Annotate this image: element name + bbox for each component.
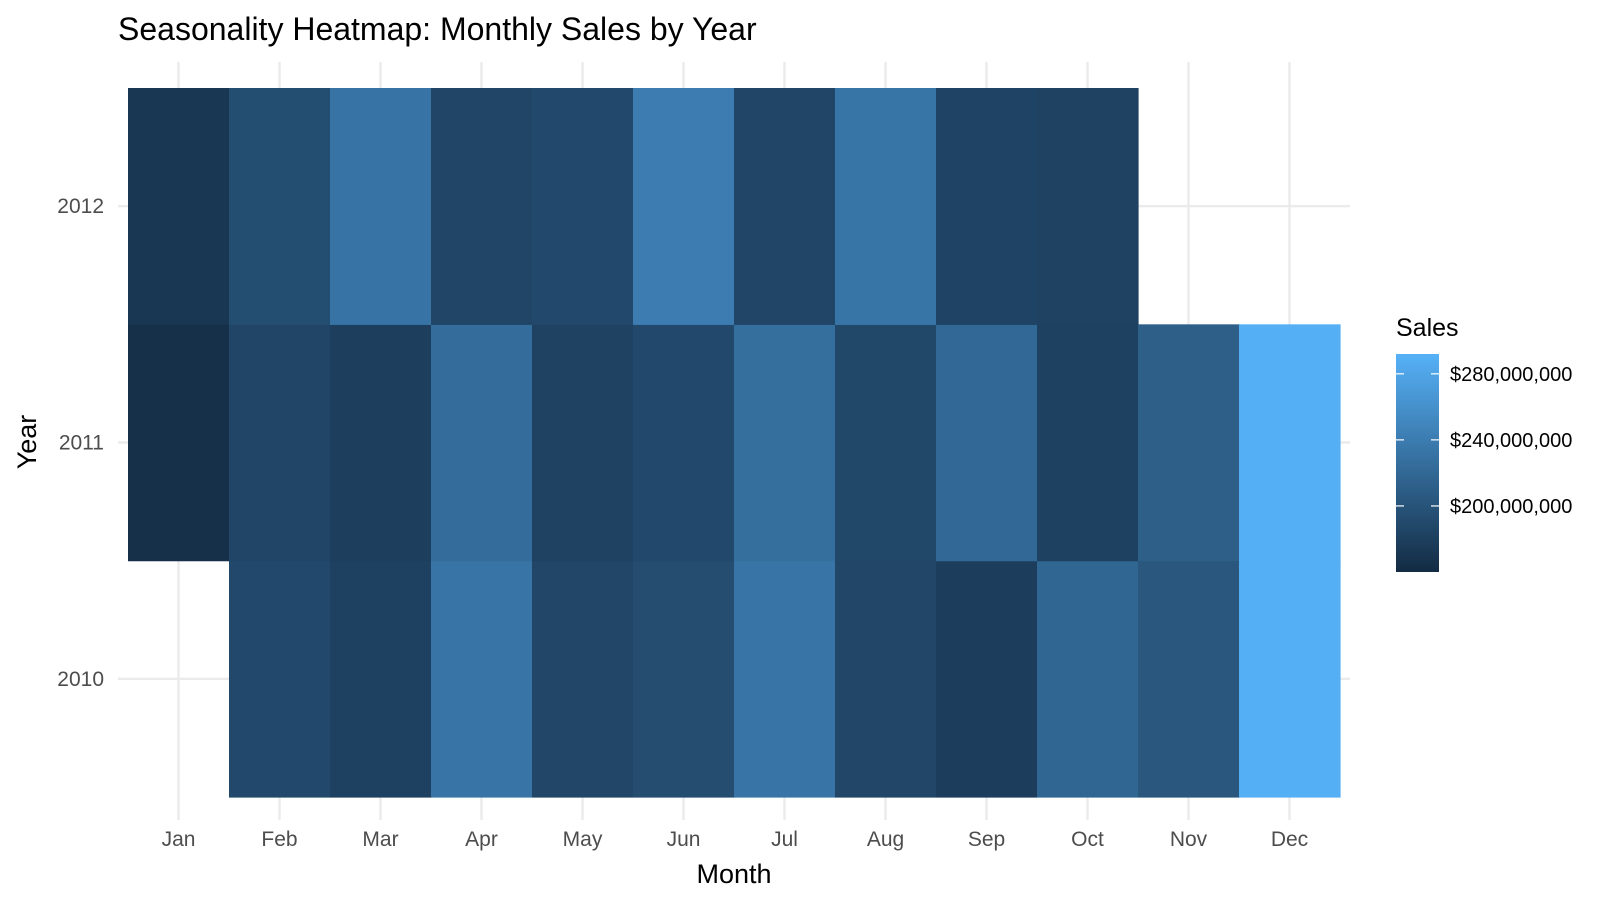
x-tick-label: Dec <box>1271 828 1308 851</box>
heatmap-cell-2010-apr <box>431 560 533 798</box>
x-tick-label: May <box>563 828 603 851</box>
heatmap-cell-2012-apr <box>431 88 533 325</box>
heatmap-cell-2011-dec <box>1239 324 1341 562</box>
color-legend: Sales $200,000,000 $240,000,000 $280,000,0… <box>1396 314 1572 572</box>
y-axis-title: Year <box>12 415 42 470</box>
heatmap-cell-2012-may <box>532 88 634 325</box>
x-tick-label: Aug <box>867 828 904 851</box>
heatmap-cell-2010-jun <box>633 560 735 798</box>
heatmap-cell-2011-jul <box>734 324 836 562</box>
legend-tick-label: $200,000,000 <box>1450 496 1572 518</box>
heatmap-cell-2012-jan <box>128 88 230 325</box>
x-tick-label: Nov <box>1170 828 1208 851</box>
legend-tick-label: $240,000,000 <box>1450 430 1572 452</box>
y-tick-label: 2012 <box>57 195 104 218</box>
heatmap-cell-2011-mar <box>330 324 432 562</box>
heatmap-cell-2011-aug <box>835 324 937 562</box>
heatmap-cell-2011-sep <box>936 324 1038 562</box>
heatmap-cell-2011-apr <box>431 324 533 562</box>
x-tick-label: Apr <box>465 828 498 851</box>
heatmap-cell-2012-aug <box>835 88 937 325</box>
x-tick-label: Sep <box>968 828 1005 851</box>
heatmap-cell-2012-feb <box>229 88 331 325</box>
y-tick-label: 2010 <box>57 668 104 691</box>
heatmap-cell-2011-jan <box>128 324 230 562</box>
heatmap-cell-2011-feb <box>229 324 331 562</box>
heatmap-cell-2012-jul <box>734 88 836 325</box>
heatmap-cell-2010-mar <box>330 560 432 798</box>
heatmap-cell-2011-may <box>532 324 634 562</box>
heatmap-cell-2010-dec <box>1239 560 1341 798</box>
legend-title: Sales <box>1396 314 1459 342</box>
heatmap-cell-2010-may <box>532 560 634 798</box>
y-axis-ticks: 2010 2011 2012 <box>57 195 104 691</box>
chart-title: Seasonality Heatmap: Monthly Sales by Ye… <box>118 11 757 47</box>
heatmap-cell-2010-aug <box>835 560 937 798</box>
heatmap-cell-2011-nov <box>1138 324 1240 562</box>
heatmap-cell-2012-jun <box>633 88 735 325</box>
heatmap-cell-2011-jun <box>633 324 735 562</box>
heatmap-cell-2011-oct <box>1037 324 1139 562</box>
x-axis-title: Month <box>696 859 771 889</box>
x-tick-label: Jul <box>771 828 798 851</box>
heatmap-cell-2012-oct <box>1037 88 1139 325</box>
y-tick-label: 2011 <box>59 432 104 455</box>
x-tick-label: Feb <box>261 828 297 851</box>
x-axis-ticks: Jan Feb Mar Apr May Jun Jul Aug Sep Oct Nov Dec <box>162 828 1309 851</box>
heatmap-cell-2010-feb <box>229 560 331 798</box>
heatmap-cell-2010-jul <box>734 560 836 798</box>
legend-tick-label: $280,000,000 <box>1450 364 1572 386</box>
x-tick-label: Jun <box>667 828 701 851</box>
legend-ticks: $200,000,000 $240,000,000 $280,000,000 <box>1396 364 1572 518</box>
heatmap-cell-2010-oct <box>1037 560 1139 798</box>
legend-colorbar <box>1396 354 1439 572</box>
heatmap-cells <box>128 88 1341 798</box>
heatmap-cell-2012-mar <box>330 88 432 325</box>
heatmap-cell-2010-nov <box>1138 560 1240 798</box>
heatmap-cell-2010-sep <box>936 560 1038 798</box>
heatmap-cell-2012-sep <box>936 88 1038 325</box>
x-tick-label: Mar <box>362 828 398 851</box>
x-tick-label: Oct <box>1071 828 1104 851</box>
x-tick-label: Jan <box>162 828 196 851</box>
